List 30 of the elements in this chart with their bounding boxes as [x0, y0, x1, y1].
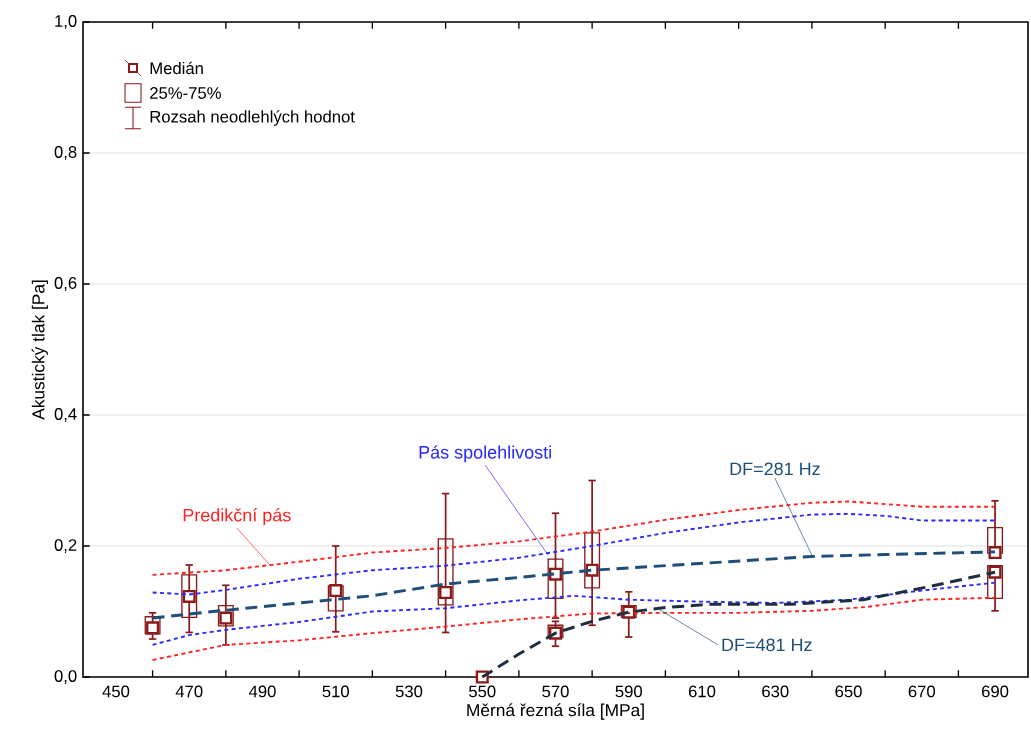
annotation: Rozsah neodlehlých hodnot [150, 110, 355, 126]
annotation: Pás spolehlivosti [419, 445, 551, 463]
y-tick-label: 0,6 [54, 277, 77, 291]
x-tick-label: 470 [175, 685, 203, 698]
x-axis-title: Měrná řezná síla [MPa] [467, 703, 644, 720]
x-tick-label: 590 [615, 685, 642, 698]
x-tick-label: 490 [248, 685, 276, 698]
y-tick-label: 0,2 [54, 539, 77, 553]
y-tick-label: 0,4 [54, 408, 77, 422]
annotation: DF=281 Hz [730, 462, 820, 476]
annotation: Predikční pás [183, 508, 291, 526]
x-tick-label: 630 [762, 685, 789, 698]
annotation: Medián [150, 61, 203, 75]
x-tick-label: 530 [395, 685, 423, 698]
x-tick-label: 450 [102, 685, 130, 698]
line-series [151, 500, 996, 576]
y-tick-label: 1,0 [55, 15, 77, 29]
y-tick-label: 0,0 [54, 670, 77, 684]
x-tick-label: 690 [981, 685, 1009, 698]
x-tick-label: 510 [322, 685, 349, 698]
annotation: DF=481 Hz [722, 638, 812, 652]
x-tick-label: 550 [469, 685, 496, 698]
line-series [151, 596, 996, 661]
y-tick-label: 0,8 [54, 146, 77, 160]
x-tick-label: 650 [835, 685, 862, 698]
x-tick-label: 610 [688, 685, 716, 698]
y-axis-title: Akustický tlak [Pa] [31, 280, 48, 420]
x-tick-label: 570 [542, 685, 569, 698]
annotation: 25%-75% [150, 87, 221, 99]
x-tick-label: 670 [908, 685, 936, 698]
